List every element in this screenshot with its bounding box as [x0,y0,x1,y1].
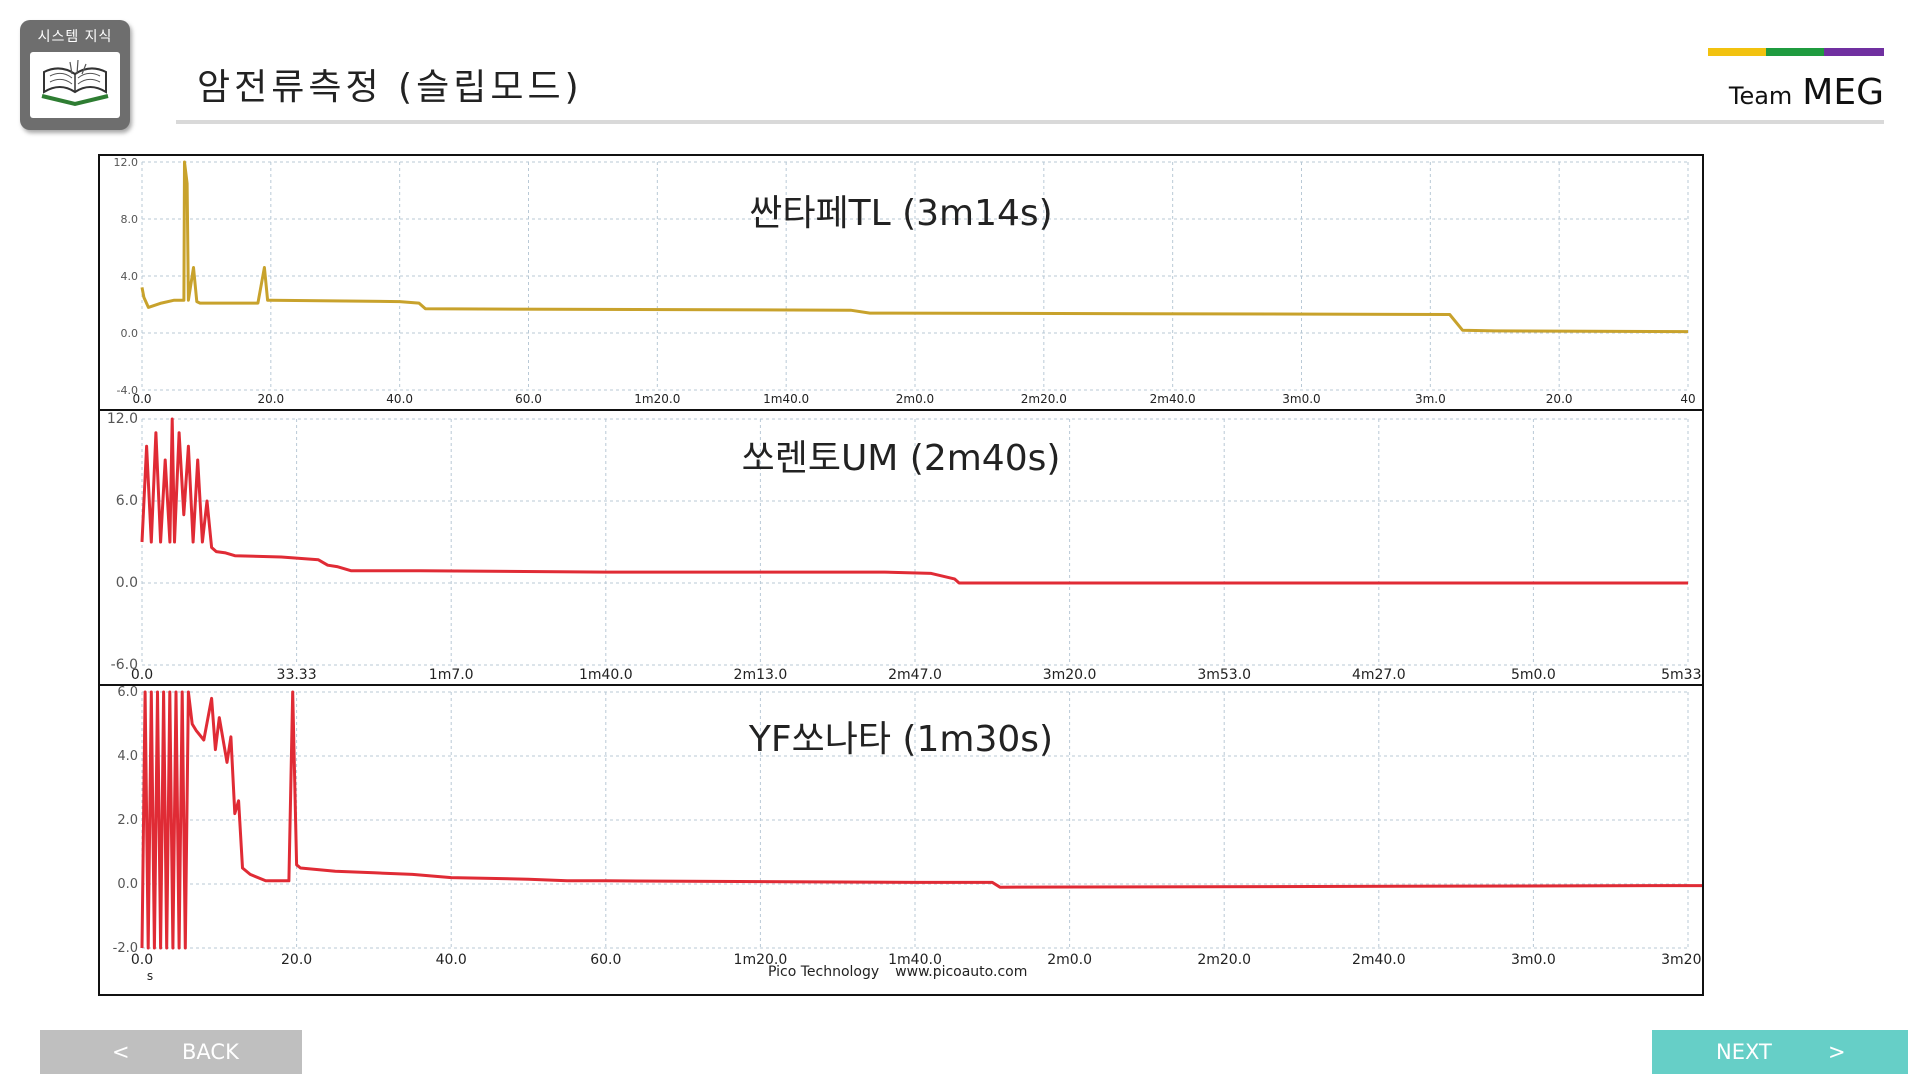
book-icon-box [30,52,120,118]
next-arrow-icon: > [1828,1040,1846,1064]
x-tick-label: 20.0 [281,952,312,968]
x-tick-label: 1m40.0 [579,667,633,683]
x-tick-label: 1m40.0 [763,392,809,406]
x-tick-label: 2m40.0 [1150,392,1196,406]
chart-sorento: 0.0 33.33 1m7.0 1m40.0 2m13.0 2m47.0 3m20.0 3m5… [107,411,1702,683]
scope-brand: Pico Technology [768,964,880,980]
x-tick-label: 20.0 [257,392,284,406]
x-tick-label: 3m.0 [1415,392,1446,406]
team-label: Team MEG [1729,72,1884,113]
back-label: BACK [182,1040,239,1064]
x-tick-label: 5m0.0 [1511,667,1556,683]
scope-brand-footer: Pico Technology www.picoauto.com [768,964,1027,980]
chart-panel-sonata: 0.0 20.0 40.0 60.0 1m20.0 1m40.0 2m0.0 2m20.0 2m… [100,684,1702,996]
y-tick-label: -2.0 [113,941,138,956]
x-tick-label: 1m7.0 [429,667,474,683]
x-tick-label: 0.0 [131,952,153,968]
x-tick-label: 5m33.0 [1661,667,1702,683]
x-tick-label: 2m0.0 [896,392,934,406]
back-button[interactable]: < BACK [40,1030,302,1074]
y-tick-label: 4.0 [117,749,138,764]
chart-panel-sorento: 0.0 33.33 1m7.0 1m40.0 2m13.0 2m47.0 3m20.0 3m5… [100,409,1702,686]
oscilloscope-capture: 0.0 20.0 40.0 60.0 1m20.0 1m40.0 2m0.0 2m20.0 2m… [98,154,1704,996]
x-tick-label: 3m53.0 [1197,667,1251,683]
x-tick-label: 2m40.0 [1352,952,1406,968]
x-tick-label: 33.33 [277,667,317,683]
y-tick-label: -6.0 [111,657,138,673]
x-tick-label: 1m20.0 [634,392,680,406]
brand-bar-green [1766,48,1824,56]
x-tick-label: 40.0 [436,952,467,968]
open-book-icon [41,59,109,107]
y-tick-label: -4.0 [117,384,138,397]
x-tick-label: 40 [1680,392,1695,406]
x-tick-label: 0.0 [132,392,151,406]
page-title: 암전류측정 (슬립모드) [197,67,583,108]
x-tick-label: 60.0 [515,392,542,406]
y-tick-label: 0.0 [121,327,139,340]
badge-label: 시스템 지식 [37,29,113,45]
chart-panel-santafe: 0.0 20.0 40.0 60.0 1m20.0 1m40.0 2m0.0 2m20.0 2m… [100,156,1702,409]
y-tick-label: 6.0 [117,686,138,700]
brand-bar-purple [1824,48,1884,56]
y-tick-label: 4.0 [121,270,139,283]
x-tick-label: 3m20.0 [1043,667,1097,683]
x-tick-label: 2m13.0 [734,667,788,683]
brand-bar-yellow [1708,48,1766,56]
x-tick-label: 2m20.0 [1021,392,1067,406]
next-button[interactable]: NEXT > [1652,1030,1908,1074]
x-tick-label: 3m0.0 [1511,952,1556,968]
x-tick-label: 3m20.0 [1661,952,1702,968]
series-line [140,417,1688,585]
y-tick-label: 2.0 [117,813,138,828]
x-tick-label: 3m0.0 [1282,392,1320,406]
x-tick-label: 40.0 [386,392,413,406]
y-tick-label: 6.0 [116,493,138,509]
x-tick-label: 2m0.0 [1047,952,1092,968]
team-small-text: Team [1728,82,1793,110]
y-tick-label: 0.0 [116,575,138,591]
series-line [140,690,1702,950]
y-tick-label: 0.0 [117,877,138,892]
x-tick-label: 1m20.0 [734,952,788,968]
x-tick-label: 20.0 [1546,392,1573,406]
x-tick-label: 0.0 [131,667,153,683]
x-tick-label: 2m20.0 [1197,952,1251,968]
x-tick-label: 4m27.0 [1352,667,1406,683]
next-label: NEXT [1716,1040,1772,1064]
chart-santafe: 0.0 20.0 40.0 60.0 1m20.0 1m40.0 2m0.0 2m20.0 2m… [114,156,1696,406]
y-tick-label: 12.0 [107,411,138,427]
chart-sonata: 0.0 20.0 40.0 60.0 1m20.0 1m40.0 2m0.0 2m20.0 2m… [113,686,1702,983]
x-tick-label: 60.0 [590,952,621,968]
y-tick-label: 12.0 [114,156,139,169]
scope-url: www.picoauto.com [895,964,1028,980]
series-line [140,160,1689,334]
system-knowledge-badge: 시스템 지식 [20,20,130,130]
team-name: MEG [1802,72,1884,113]
back-arrow-icon: < [112,1040,130,1064]
y-tick-label: 8.0 [121,213,139,226]
title-divider [176,120,1884,124]
x-unit-label: s [147,969,153,983]
x-tick-label: 2m47.0 [888,667,942,683]
x-tick-label: 1m40.0 [888,952,942,968]
